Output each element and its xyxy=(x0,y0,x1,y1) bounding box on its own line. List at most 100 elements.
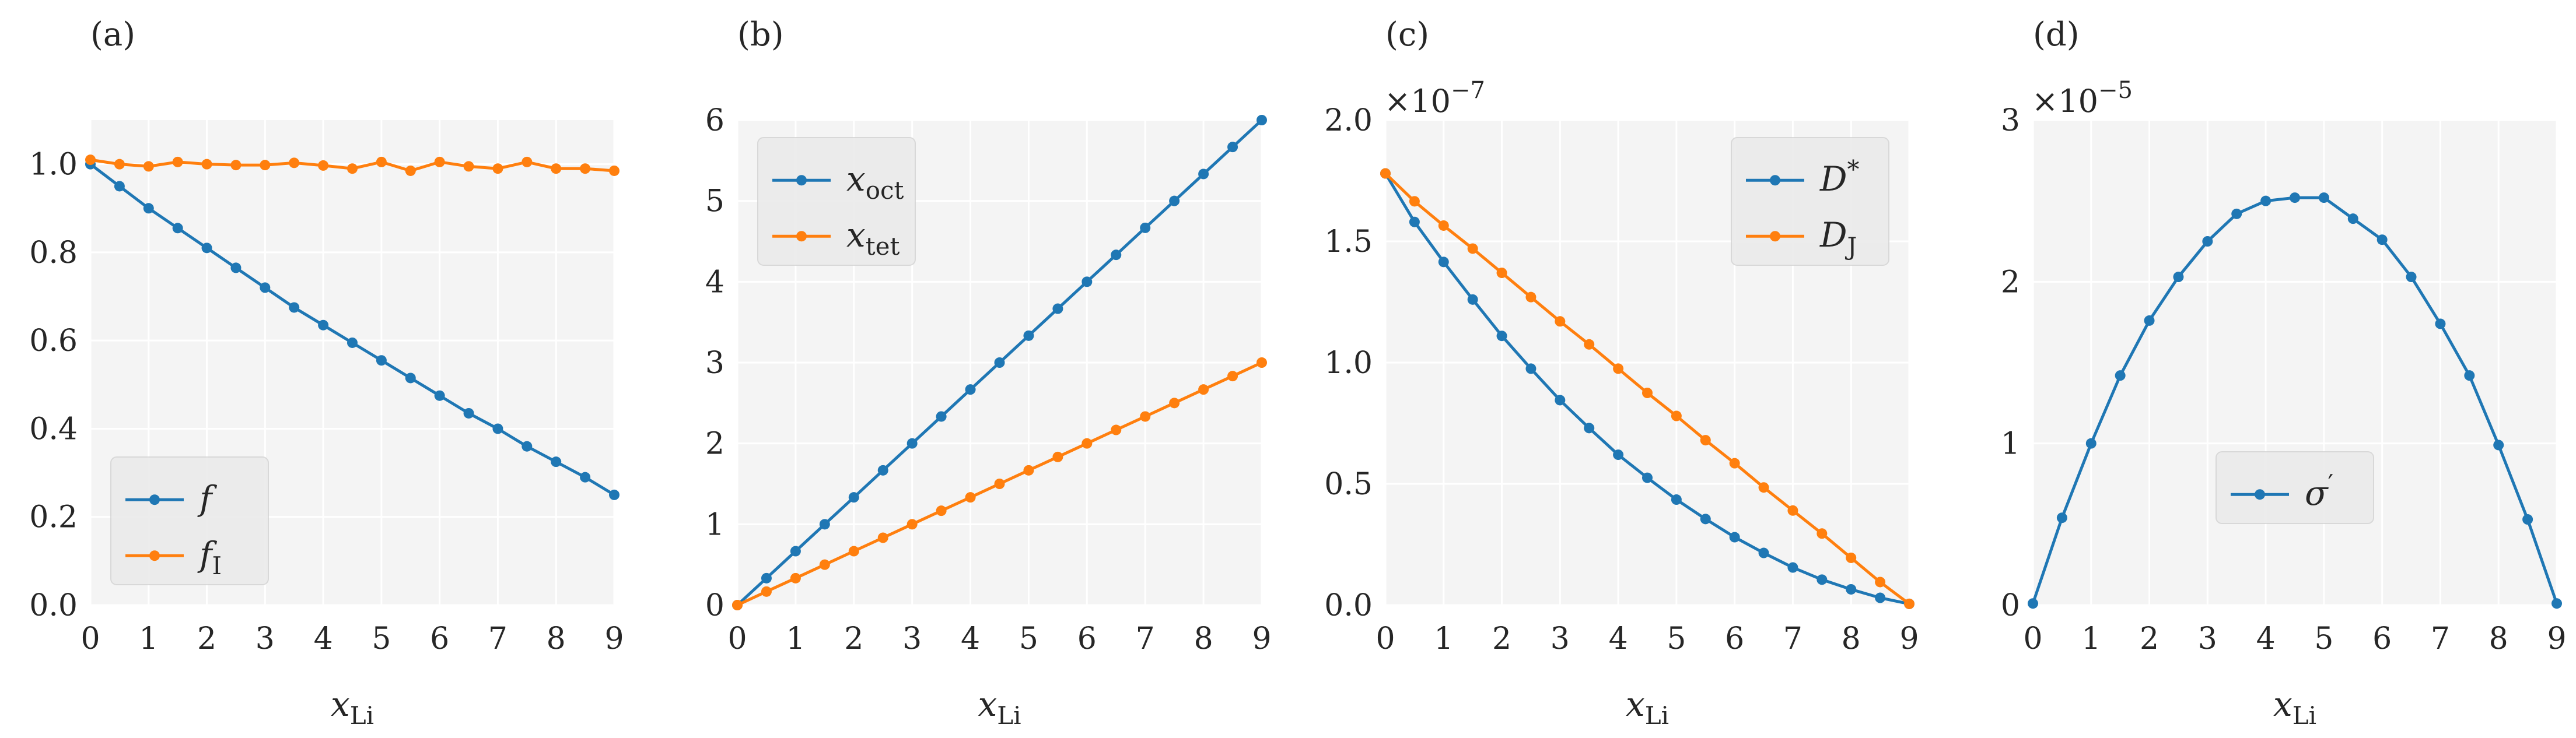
data-point xyxy=(609,165,620,176)
axis-exponent: ×10−5 xyxy=(2032,77,2133,120)
legend-marker xyxy=(149,550,160,561)
data-point xyxy=(289,302,300,313)
data-point xyxy=(1525,363,1536,374)
series-0 xyxy=(2028,192,2562,609)
panel-c: (c) ×10−7 0.0 0.5 1.0 1.5 2.0 0 1 2 3 4 5 6 7 8 9 xLi D* DJ xyxy=(1324,16,1919,730)
data-point xyxy=(1846,552,1857,563)
data-point xyxy=(1023,465,1034,476)
series-1 xyxy=(1380,168,1915,609)
data-point xyxy=(1467,243,1478,254)
legend-item: σ′ xyxy=(2231,469,2333,513)
y-tick-label: 6 xyxy=(705,103,724,138)
data-point xyxy=(1438,220,1449,231)
data-point xyxy=(492,163,503,174)
data-point xyxy=(347,163,358,174)
series-1 xyxy=(732,357,1267,610)
y-tick-label: 2 xyxy=(2001,265,2020,300)
x-tick-label: 6 xyxy=(1725,621,1744,656)
data-point xyxy=(1198,384,1209,395)
x-tick-label: 6 xyxy=(430,621,449,656)
data-point xyxy=(230,262,242,273)
data-point xyxy=(2435,318,2446,329)
data-point xyxy=(143,203,154,214)
x-tick-label: 4 xyxy=(961,621,980,656)
y-tick-label: 0 xyxy=(705,588,724,623)
x-tick-label: 9 xyxy=(604,621,624,656)
x-axis-label: xLi xyxy=(331,684,374,730)
x-tick-label: 6 xyxy=(2372,621,2392,656)
data-point xyxy=(848,546,859,557)
data-point xyxy=(1584,339,1595,350)
data-point xyxy=(877,532,888,543)
data-point xyxy=(1409,196,1420,207)
data-point xyxy=(1052,303,1063,314)
y-tick-label: 0.4 xyxy=(29,412,78,447)
x-tick-label: 6 xyxy=(1077,621,1097,656)
x-tick-label: 3 xyxy=(1550,621,1570,656)
legend-item: xoct xyxy=(772,159,904,205)
data-point xyxy=(1169,398,1180,409)
data-point xyxy=(1642,388,1653,398)
data-point xyxy=(1817,574,1828,585)
x-tick-label: 8 xyxy=(1842,621,1861,656)
data-point xyxy=(347,337,358,348)
data-point xyxy=(1525,291,1536,303)
data-point xyxy=(1758,482,1769,493)
data-point xyxy=(2347,213,2358,224)
y-tick-label: 2 xyxy=(705,427,724,462)
data-point xyxy=(609,489,620,500)
data-point xyxy=(1052,451,1063,462)
data-point xyxy=(405,372,416,384)
panel-a: (a) 0.0 0.2 0.4 0.6 0.8 1.0 0 1 2 3 4 5 6 7 8 9 xLi ffI xyxy=(29,16,624,730)
x-tick-label: 8 xyxy=(1194,621,1213,656)
data-point xyxy=(1467,294,1478,305)
data-point xyxy=(936,411,947,422)
axis-exponent: ×10−7 xyxy=(1384,77,1485,120)
x-tick-label: 4 xyxy=(1609,621,1628,656)
data-point xyxy=(289,157,300,168)
data-point xyxy=(405,165,416,176)
data-point xyxy=(1875,577,1886,588)
legend-label: xtet xyxy=(846,215,900,261)
series-0 xyxy=(85,159,620,500)
data-point xyxy=(1438,256,1449,268)
data-point xyxy=(2493,440,2504,451)
legend-box xyxy=(2216,451,2374,524)
data-point xyxy=(2144,315,2155,326)
y-tick-label: 1.0 xyxy=(29,147,78,182)
data-point xyxy=(463,407,474,419)
legend-marker xyxy=(796,175,807,186)
data-point xyxy=(551,456,562,468)
data-point xyxy=(1140,411,1151,422)
data-point xyxy=(1140,222,1151,233)
data-point xyxy=(732,600,743,610)
x-tick-label: 4 xyxy=(2256,621,2276,656)
y-tick-label: 0 xyxy=(2001,588,2020,623)
y-tick-label: 4 xyxy=(705,265,724,300)
data-point xyxy=(848,492,859,503)
data-point xyxy=(1111,424,1122,435)
x-tick-label: 9 xyxy=(2547,621,2566,656)
data-point xyxy=(1671,410,1682,421)
legend-marker xyxy=(149,494,160,505)
legend-box xyxy=(1731,137,1889,266)
data-point xyxy=(2115,370,2126,381)
data-point xyxy=(1904,598,1915,609)
data-point xyxy=(1380,168,1391,179)
data-point xyxy=(1111,249,1122,261)
data-point xyxy=(936,505,947,516)
data-point xyxy=(522,156,533,167)
data-point xyxy=(1496,268,1507,279)
panel-label: (c) xyxy=(1385,16,1429,54)
legend-marker xyxy=(1770,175,1780,186)
data-point xyxy=(1256,115,1267,125)
data-point xyxy=(1584,423,1595,434)
data-point xyxy=(2552,598,2562,609)
data-point xyxy=(1227,371,1238,382)
data-point xyxy=(260,282,271,293)
data-point xyxy=(1729,532,1740,543)
data-point xyxy=(85,154,96,166)
y-tick-label: 1 xyxy=(705,507,724,542)
y-tick-label: 0.0 xyxy=(29,588,78,623)
